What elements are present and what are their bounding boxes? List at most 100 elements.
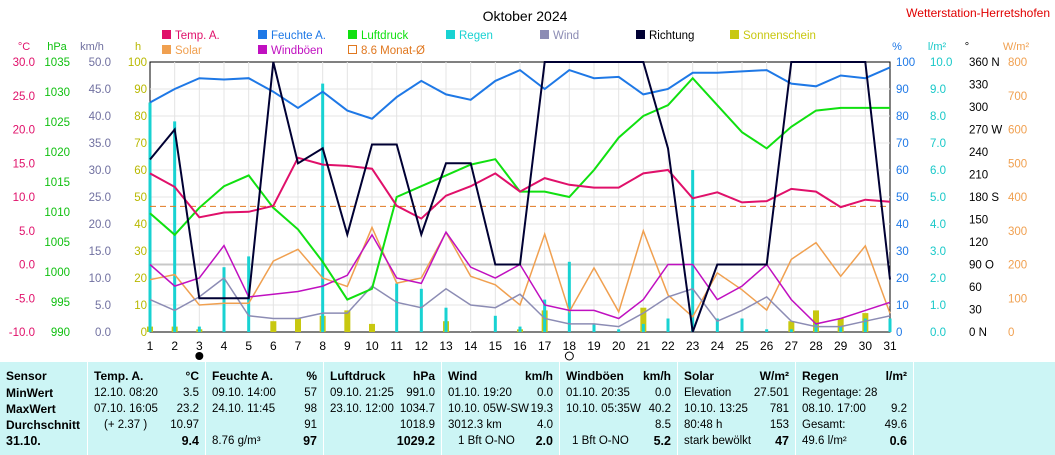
axis-tick-pressure_hpa: 1035 [44, 57, 70, 69]
axis-tick-rain_lm2: 1.0 [930, 300, 946, 312]
wind-today-value: 2.0 [535, 434, 553, 448]
axis-tick-direction_deg: 30 [969, 305, 982, 317]
x-tick-label: 1 [147, 339, 154, 353]
rain-unit: l/m² [885, 369, 907, 383]
sunshine-bar [270, 321, 277, 332]
axis-tick-wind_kmh: 15.0 [89, 246, 111, 258]
axis-tick-solar_wm2: 700 [1008, 91, 1027, 103]
legend-label: Richtung [649, 30, 694, 42]
axis-tick-temp_c: 25.0 [13, 91, 35, 103]
rain-bar [740, 318, 744, 332]
gusts-max-value: 40.2 [648, 403, 671, 415]
x-tick-label: 15 [489, 339, 503, 353]
humidity-header: Feuchte A. [212, 369, 273, 383]
axis-tick-sun_h: 60 [134, 165, 147, 177]
pressure-unit: hPa [412, 369, 435, 383]
axis-tick-sun_h: 30 [134, 246, 147, 258]
stats-panel-temp: Temp. A. °C 12.10. 08:20 3.5 07.10. 16:05 2… [88, 362, 206, 455]
axis-tick-rain_lm2: 10.0 [930, 57, 952, 69]
series-direction [149, 61, 891, 333]
rain-bar [444, 307, 448, 332]
series-solar [149, 225, 891, 318]
axis-tick-humidity_pct: 60 [896, 165, 909, 177]
legend-swatch [348, 45, 357, 54]
axis-tick-rain_lm2: 0.0 [930, 327, 946, 339]
axis-tick-humidity_pct: 10 [896, 300, 909, 312]
wind-max-time: 10.10. 05W-SW [448, 403, 529, 415]
axis-tick-temp_c: 10.0 [13, 192, 35, 204]
rain-bar [395, 283, 399, 332]
temp-avg-value: 10.97 [170, 419, 199, 431]
wind-header: Wind [448, 369, 478, 383]
chart-axes: 1 2 3 4 5 6 7 8 9 10 11 12 13 14 15 16 17 18 19 20 21 22 23 24 2… [9, 41, 1030, 361]
axis-tick-temp_c: -5.0 [15, 293, 35, 305]
axis-tick-pressure_hpa: 1005 [44, 237, 70, 249]
axis-tick-wind_kmh: 10.0 [89, 273, 111, 285]
legend-swatch [258, 45, 267, 54]
legend-label: Wind [553, 30, 579, 42]
axis-tick-wind_kmh: 25.0 [89, 192, 111, 204]
axis-tick-solar_wm2: 600 [1008, 125, 1027, 137]
legend-label: Sonnenschein [743, 30, 816, 42]
humidity-avg-value: 91 [304, 419, 317, 431]
solar-row2-value: 781 [769, 403, 789, 415]
gusts-header: Windböen [566, 369, 624, 383]
pressure-max-value: 1034.7 [399, 403, 435, 415]
solar-header: Solar [684, 369, 715, 383]
axis-tick-rain_lm2: 3.0 [930, 246, 946, 258]
rain-bar [222, 267, 226, 332]
legend-swatch [730, 30, 739, 39]
axis-tick-sun_h: 10 [134, 300, 147, 312]
rain-bar [518, 326, 522, 332]
rain-bar [839, 326, 843, 332]
gusts-unit: km/h [642, 369, 671, 383]
solar-row3-value: 153 [769, 419, 789, 431]
x-tick-label: 3 [196, 339, 203, 353]
rain-row2-value: 9.2 [891, 403, 907, 415]
axis-tick-solar_wm2: 800 [1008, 57, 1027, 69]
rain-bar [148, 102, 152, 332]
station-name: Wetterstation-Herretshofen [906, 6, 1050, 20]
axis-tick-temp_c: 30.0 [13, 57, 35, 69]
temp-max-time: 07.10. 16:05 [94, 403, 158, 415]
axis-tick-direction_deg: 270 W [969, 125, 1002, 137]
axis-tick-humidity_pct: 90 [896, 84, 909, 96]
legend-label: Solar [175, 45, 202, 57]
humidity-max-value: 98 [304, 403, 317, 415]
x-tick-label: 25 [735, 339, 749, 353]
x-tick-label: 28 [809, 339, 823, 353]
axis-tick-humidity_pct: 20 [896, 273, 909, 285]
legend-swatch [258, 30, 267, 39]
x-tick-label: 7 [295, 339, 302, 353]
axis-tick-humidity_pct: 30 [896, 246, 909, 258]
stats-table: Sensor MinWert MaxWert Durchschnitt 31.1… [0, 362, 1055, 455]
axis-tick-wind_kmh: 40.0 [89, 111, 111, 123]
axis-tick-solar_wm2: 300 [1008, 226, 1027, 238]
pressure-min-time: 09.10. 21:25 [330, 387, 394, 399]
axis-tick-direction_deg: 300 [969, 102, 988, 114]
x-tick-label: 30 [859, 339, 873, 353]
rain-bar [765, 329, 769, 332]
x-tick-label: 17 [538, 339, 552, 353]
axis-tick-wind_kmh: 35.0 [89, 138, 111, 150]
axis-tick-sun_h: 90 [134, 84, 147, 96]
rain-bar [691, 170, 695, 332]
axis-unit-sun_h: h [135, 41, 141, 53]
axis-tick-solar_wm2: 400 [1008, 192, 1027, 204]
axis-unit-solar_wm2: W/m² [1003, 41, 1030, 53]
solar-row4-label: stark bewölkt [684, 435, 752, 447]
rain-bar [715, 318, 719, 332]
rain-bar [321, 83, 325, 332]
axis-tick-direction_deg: 60 [969, 282, 982, 294]
axis-tick-humidity_pct: 0 [896, 327, 902, 339]
legend-label: Feuchte A. [271, 30, 326, 42]
gusts-min-time: 01.10. 20:35 [566, 387, 630, 399]
axis-unit-temp_c: °C [18, 41, 30, 53]
x-tick-label: 29 [834, 339, 848, 353]
axis-unit-pressure_hpa: hPa [47, 41, 67, 53]
series-wind [149, 276, 891, 328]
stats-panel-rain: Regen l/m² Regentage: 28 08.10. 17:00 9.2 … [796, 362, 914, 455]
axis-tick-humidity_pct: 50 [896, 192, 909, 204]
gusts-min-value: 0.0 [655, 387, 671, 399]
pressure-min-value: 991.0 [406, 387, 435, 399]
